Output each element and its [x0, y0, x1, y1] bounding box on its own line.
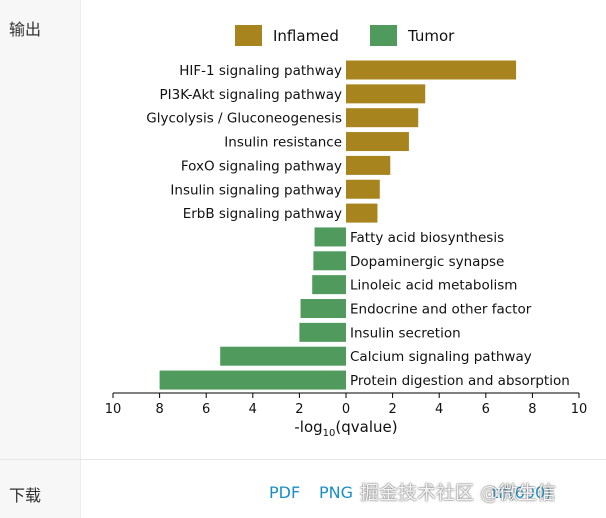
x-tick-label: 6 [202, 402, 210, 417]
bar [299, 322, 346, 342]
bar-chart: Inflamed Tumor HIF-1 signaling pathway PI3K… [105, 25, 588, 439]
x-tick-label: 0 [342, 402, 350, 417]
legend-swatch-inflamed [235, 25, 262, 46]
x-tick-label: 10 [571, 402, 588, 417]
legend-label-tumor: Tumor [407, 27, 455, 45]
bar [312, 275, 346, 295]
chart-panel: Inflamed Tumor HIF-1 signaling pathway PI3K… [80, 0, 606, 458]
bar [313, 251, 346, 271]
x-tick-label: 2 [388, 402, 396, 417]
sidebar: 输出 下载 [0, 0, 81, 518]
bar-label: HIF-1 signaling pathway [179, 63, 342, 79]
bar [159, 370, 346, 390]
bar-label: ErbB signaling pathway [183, 206, 342, 222]
bar [314, 227, 346, 247]
bar [346, 155, 391, 175]
bar [346, 179, 380, 199]
bar-label: Dopaminergic synapse [350, 254, 504, 270]
bar-label: Insulin secretion [350, 325, 461, 341]
bar-label: Linoleic acid metabolism [350, 278, 517, 294]
x-tick-label: 10 [105, 402, 122, 417]
divider [0, 459, 606, 460]
bar-label: FoxO signaling pathway [181, 158, 342, 174]
tif-download-link[interactable]: tif(600) [492, 483, 552, 502]
x-tick-label: 4 [435, 402, 443, 417]
bar [220, 346, 346, 366]
watermark-text: 掘金技术社区 @微生信 [360, 482, 557, 504]
bar [346, 108, 419, 128]
bar [346, 60, 517, 80]
pdf-download-link[interactable]: PDF [269, 483, 301, 502]
bar-label: PI3K-Akt signaling pathway [160, 87, 342, 103]
x-axis-title: -log10(qvalue) [294, 418, 397, 439]
bar-label: Insulin signaling pathway [170, 182, 342, 198]
output-label: 输出 [9, 20, 42, 39]
legend-label-inflamed: Inflamed [273, 27, 339, 45]
x-tick-label: 2 [295, 402, 303, 417]
x-tick-label: 8 [528, 402, 536, 417]
png-download-link[interactable]: PNG [319, 483, 354, 502]
bar-label: Fatty acid biosynthesis [350, 230, 504, 246]
bar [346, 132, 409, 152]
x-tick-label: 4 [249, 402, 257, 417]
bar-label: Calcium signaling pathway [350, 349, 532, 365]
bar-label: Glycolysis / Gluconeogenesis [146, 111, 342, 127]
x-tick-label: 6 [482, 402, 490, 417]
x-tick-label: 8 [155, 402, 163, 417]
download-label: 下载 [9, 486, 42, 505]
bar [300, 299, 346, 318]
bar-label: Protein digestion and absorption [350, 373, 570, 389]
bar-label: Endocrine and other factor [350, 302, 532, 318]
legend-swatch-tumor [370, 25, 397, 46]
bar-label: Insulin resistance [224, 135, 342, 151]
bar [346, 84, 426, 104]
bar [346, 203, 378, 223]
